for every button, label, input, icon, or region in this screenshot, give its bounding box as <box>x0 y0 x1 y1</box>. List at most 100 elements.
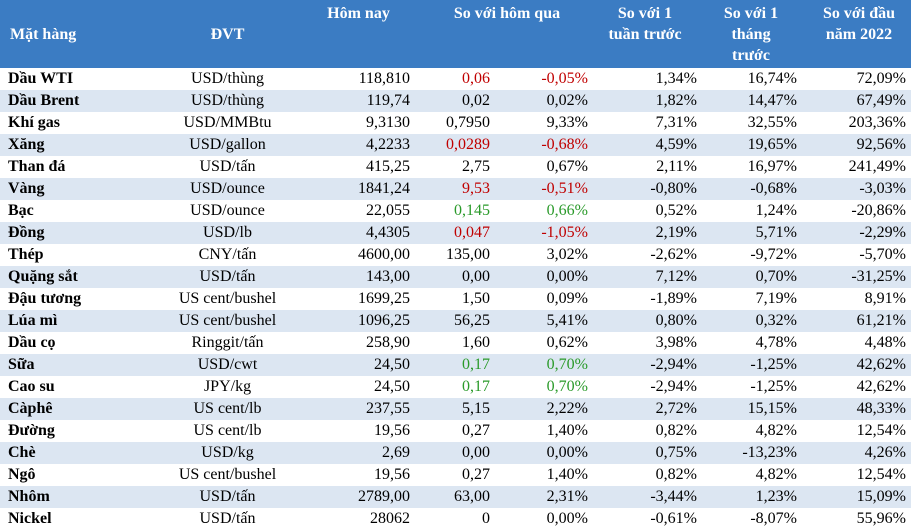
table-row: Khí gas USD/MMBtu 9,3130 0,7950 9,33% 7,31% 32… <box>0 112 911 134</box>
table-cell: 0,62% <box>546 334 588 351</box>
table-cell: JPY/kg <box>203 378 252 395</box>
commodity-name: Càphê <box>8 400 53 417</box>
table-cell: USD/cwt <box>197 356 258 373</box>
table-cell: 0,66% <box>546 202 588 219</box>
table-cell: 0,06 <box>462 70 490 87</box>
table-cell: 42,62% <box>856 378 906 395</box>
table-row: Ngô US cent/bushel 19,56 0,27 1,40% 0,82% 4,82… <box>0 464 911 486</box>
table-row: Quặng sắt USD/tấn 143,00 0,00 0,00% 7,12% 0,70… <box>0 266 911 288</box>
table-cell: 258,90 <box>366 334 410 351</box>
commodity-name: Đường <box>8 422 55 439</box>
table-cell: 4,82% <box>755 466 797 483</box>
table-cell: -13,23% <box>742 444 797 461</box>
table-cell: 7,19% <box>755 290 797 307</box>
table-cell: USD/tấn <box>199 268 256 285</box>
table-cell: 0,75% <box>655 444 697 461</box>
table-cell: 4,48% <box>864 334 906 351</box>
table-cell: 15,09% <box>856 488 906 505</box>
table-row: Dầu cọ Ringgit/tấn 258,90 1,60 0,62% 3,98% 4,7… <box>0 332 911 354</box>
table-cell: 0,00 <box>462 268 490 285</box>
table-cell: 42,62% <box>856 356 906 373</box>
table-cell: 1,23% <box>755 488 797 505</box>
table-cell: USD/tấn <box>199 488 256 505</box>
header-cell: Hôm nay <box>327 5 390 22</box>
table-cell: 241,49% <box>848 158 906 175</box>
table-cell: 0,09% <box>546 290 588 307</box>
table-cell: 1,34% <box>655 70 697 87</box>
table-cell: USD/MMBtu <box>183 114 272 131</box>
table-cell: CNY/tấn <box>198 246 257 263</box>
table-cell: 1,40% <box>546 422 588 439</box>
table-cell: 4,78% <box>755 334 797 351</box>
table-row: Dầu WTI USD/thùng 118,810 0,06 -0,05% 1,34% 16… <box>0 68 911 90</box>
table-cell: 0,82% <box>655 422 697 439</box>
commodity-name: Dầu WTI <box>8 70 74 87</box>
table-cell: 135,00 <box>446 246 490 263</box>
table-cell: -1,25% <box>750 378 797 395</box>
table-cell: -0,68% <box>541 136 588 153</box>
commodity-name: Đồng <box>8 224 45 241</box>
table-cell: USD/tấn <box>199 158 256 175</box>
table-row: Nhôm USD/tấn 2789,00 63,00 2,31% -3,44% 1,23% 1… <box>0 486 911 508</box>
table-cell: US cent/bushel <box>178 312 277 329</box>
table-cell: 4,59% <box>655 136 697 153</box>
table-cell: 3,98% <box>655 334 697 351</box>
commodity-name: Ngô <box>8 466 36 483</box>
table-cell: -0,05% <box>541 70 588 87</box>
commodity-name: Đậu tương <box>8 290 82 307</box>
table-cell: -3,44% <box>650 488 697 505</box>
table-cell: 48,33% <box>856 400 906 417</box>
header-cell: So với 1 tuần trước <box>608 5 682 43</box>
table-cell: 0,00% <box>546 510 588 527</box>
table-cell: 12,54% <box>856 422 906 439</box>
commodity-name: Dầu cọ <box>8 334 56 351</box>
table-cell: 7,12% <box>655 268 697 285</box>
table-cell: 0,02% <box>546 92 588 109</box>
commodity-name: Khí gas <box>8 114 61 131</box>
table-cell: 0,70% <box>755 268 797 285</box>
table-cell: USD/lb <box>203 224 252 241</box>
table-cell: -2,62% <box>650 246 697 263</box>
table-row: Xăng USD/gallon 4,2233 0,0289 -0,68% 4,59% 19,… <box>0 134 911 156</box>
table-cell: 415,25 <box>366 158 410 175</box>
table-cell: US cent/bushel <box>178 466 277 483</box>
table-row: Càphê US cent/lb 237,55 5,15 2,22% 2,72% 15,15… <box>0 398 911 420</box>
table-cell: 143,00 <box>366 268 410 285</box>
table-cell: 4,4305 <box>366 224 410 241</box>
table-cell: -1,89% <box>650 290 697 307</box>
header-cell: ĐVT <box>210 26 245 43</box>
table-cell: USD/thùng <box>191 70 264 87</box>
table-cell: US cent/bushel <box>178 290 277 307</box>
table-cell: 0,52% <box>655 202 697 219</box>
table-cell: 22,055 <box>366 202 410 219</box>
table-cell: USD/kg <box>201 444 254 461</box>
table-cell: Ringgit/tấn <box>191 334 264 351</box>
table-cell: -0,51% <box>541 180 588 197</box>
table-cell: 1,50 <box>462 290 490 307</box>
table-row: Vàng USD/ounce 1841,24 9,53 -0,51% -0,80% -0,6… <box>0 178 911 200</box>
table-cell: -2,94% <box>650 356 697 373</box>
commodity-name: Chè <box>8 444 36 461</box>
table-cell: -2,94% <box>650 378 697 395</box>
table-row: Đường US cent/lb 19,56 0,27 1,40% 0,82% 4,82% 1… <box>0 420 911 442</box>
commodity-name: Cao su <box>8 378 55 395</box>
table-cell: 2,22% <box>546 400 588 417</box>
table-cell: 1,60 <box>462 334 490 351</box>
table-cell: 1841,24 <box>358 180 410 197</box>
table-cell: 9,3130 <box>366 114 410 131</box>
table-cell: 0,70% <box>546 378 588 395</box>
table-cell: -0,80% <box>650 180 697 197</box>
table-cell: 4,2233 <box>366 136 410 153</box>
table-cell: 16,97% <box>747 158 797 175</box>
table-cell: 2,75 <box>462 158 490 175</box>
table-cell: 24,50 <box>374 356 410 373</box>
table-cell: 14,47% <box>747 92 797 109</box>
header-cell: So với hôm qua <box>453 5 561 22</box>
table-cell: 92,56% <box>856 136 906 153</box>
table-cell: 0,17 <box>462 378 490 395</box>
table-cell: 32,55% <box>747 114 797 131</box>
table-cell: 0 <box>482 510 490 527</box>
table-cell: 203,36% <box>848 114 906 131</box>
commodity-name: Nhôm <box>8 488 50 505</box>
